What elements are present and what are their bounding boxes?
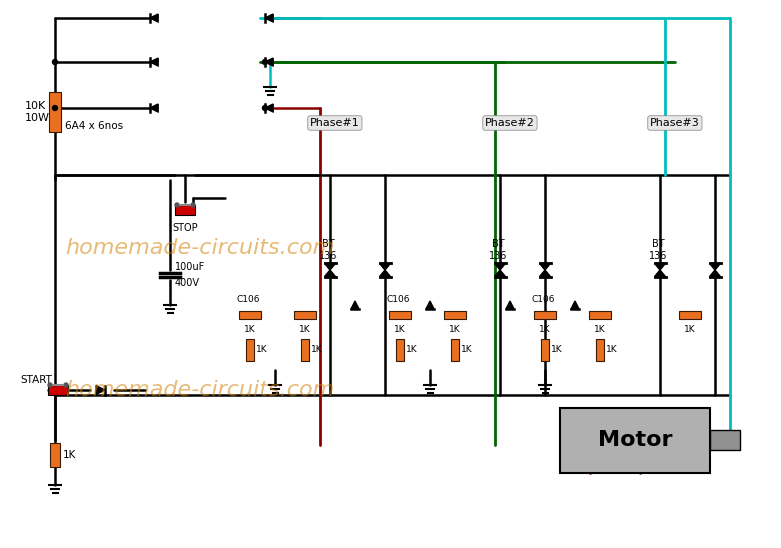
- Bar: [679, 311, 701, 319]
- Text: STOP: STOP: [172, 223, 198, 233]
- Text: Phase#2: Phase#2: [485, 118, 535, 128]
- Bar: [246, 339, 254, 361]
- Circle shape: [52, 60, 58, 65]
- Text: C106: C106: [236, 295, 260, 305]
- Text: 1K: 1K: [539, 324, 551, 334]
- Polygon shape: [150, 104, 158, 112]
- Polygon shape: [380, 264, 390, 270]
- Polygon shape: [426, 301, 434, 309]
- Text: homemade-circuits.com: homemade-circuits.com: [66, 380, 334, 400]
- Bar: [534, 311, 556, 319]
- Bar: [389, 311, 411, 319]
- Bar: [589, 311, 611, 319]
- Text: C106: C106: [531, 295, 555, 305]
- Text: 1K: 1K: [462, 345, 473, 355]
- Polygon shape: [654, 270, 665, 277]
- Bar: [294, 311, 316, 319]
- Circle shape: [64, 383, 68, 387]
- Polygon shape: [351, 301, 359, 309]
- Text: 1K: 1K: [244, 324, 256, 334]
- Text: 1K: 1K: [299, 324, 311, 334]
- Bar: [48, 385, 68, 395]
- Circle shape: [52, 106, 58, 111]
- Polygon shape: [265, 104, 273, 112]
- Text: BT
136: BT 136: [649, 239, 667, 261]
- Polygon shape: [324, 270, 336, 277]
- Polygon shape: [654, 264, 665, 270]
- Bar: [301, 339, 309, 361]
- Text: 1K: 1K: [551, 345, 563, 355]
- Text: C106: C106: [387, 295, 410, 305]
- Text: Phase#3: Phase#3: [650, 118, 700, 128]
- Text: 1K: 1K: [406, 345, 418, 355]
- Polygon shape: [571, 301, 579, 309]
- Text: 400V: 400V: [175, 278, 200, 288]
- Circle shape: [48, 383, 52, 387]
- Bar: [560, 408, 710, 472]
- Text: 1K: 1K: [684, 324, 696, 334]
- Bar: [451, 339, 459, 361]
- Text: 1K: 1K: [311, 345, 323, 355]
- Polygon shape: [150, 14, 158, 22]
- Text: START: START: [20, 375, 52, 385]
- Polygon shape: [324, 264, 336, 270]
- Circle shape: [262, 60, 268, 65]
- Text: 1K: 1K: [63, 450, 77, 460]
- Text: Phase#1: Phase#1: [310, 118, 360, 128]
- Text: 1K: 1K: [606, 345, 618, 355]
- Polygon shape: [709, 270, 721, 277]
- Text: homemade-circuits.com: homemade-circuits.com: [66, 238, 334, 258]
- Text: BT
136: BT 136: [489, 239, 507, 261]
- Text: 1K: 1K: [594, 324, 606, 334]
- Bar: [596, 339, 604, 361]
- Text: 6A4 x 6nos: 6A4 x 6nos: [65, 121, 123, 131]
- Polygon shape: [506, 301, 514, 309]
- Polygon shape: [380, 270, 390, 277]
- Bar: [50, 443, 60, 467]
- Bar: [444, 311, 466, 319]
- Polygon shape: [494, 264, 505, 270]
- Polygon shape: [494, 270, 505, 277]
- Polygon shape: [709, 264, 721, 270]
- Text: 100uF: 100uF: [175, 262, 205, 272]
- Circle shape: [191, 203, 195, 207]
- Text: 1K: 1K: [449, 324, 461, 334]
- Bar: [239, 311, 261, 319]
- Polygon shape: [540, 270, 551, 277]
- Bar: [541, 339, 549, 361]
- Polygon shape: [265, 58, 273, 66]
- Polygon shape: [265, 14, 273, 22]
- Circle shape: [175, 203, 179, 207]
- Polygon shape: [540, 264, 551, 270]
- Polygon shape: [96, 385, 105, 395]
- Bar: [175, 205, 195, 215]
- Circle shape: [262, 106, 268, 111]
- Bar: [49, 92, 61, 132]
- Polygon shape: [150, 58, 158, 66]
- Bar: [396, 339, 404, 361]
- Text: BT
136: BT 136: [319, 239, 337, 261]
- Text: Motor: Motor: [597, 430, 672, 450]
- Bar: [710, 430, 740, 450]
- Text: 10K
10W: 10K 10W: [25, 101, 50, 123]
- Text: 1K: 1K: [394, 324, 406, 334]
- Text: 1K: 1K: [256, 345, 268, 355]
